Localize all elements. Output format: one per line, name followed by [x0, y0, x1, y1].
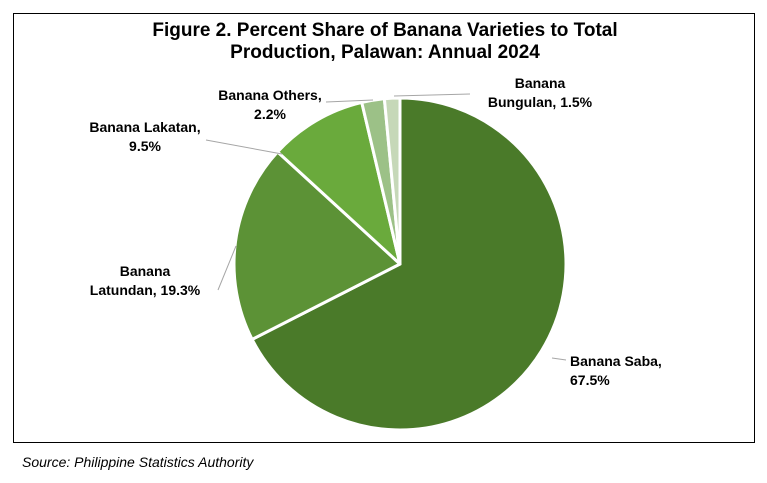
- pie-slice: [250, 96, 568, 432]
- leader-line: [205, 139, 283, 155]
- source-note: Source: Philippine Statistics Authority: [22, 454, 254, 470]
- slice-label-line: Banana: [515, 75, 566, 91]
- slice-label-line: 67.5%: [570, 372, 610, 388]
- chart-title-line-1: Figure 2. Percent Share of Banana Variet…: [152, 20, 618, 41]
- pie-slice: [276, 100, 402, 266]
- slice-label: Banana Others, 2.2%: [218, 87, 321, 122]
- pie-slice: [382, 96, 402, 266]
- slice-label-line: Banana Lakatan,: [89, 119, 200, 135]
- slice-label-line: Banana Saba,: [570, 353, 662, 369]
- slice-label-line: Banana: [120, 263, 171, 279]
- chart-title: Figure 2. Percent Share of Banana Variet…: [14, 20, 756, 64]
- leader-line: [393, 93, 471, 97]
- leader-line: [325, 99, 374, 103]
- leader-lines: [205, 93, 567, 361]
- slice-label-line: 2.2%: [254, 106, 286, 122]
- slice-label: Banana Lakatan, 9.5%: [89, 119, 200, 154]
- slice-label: Banana Saba, 67.5%: [570, 353, 662, 388]
- slice-label-line: Latundan, 19.3%: [90, 282, 201, 298]
- slice-labels: Banana Saba, 67.5%Banana Latundan, 19.3%Ba…: [89, 75, 661, 388]
- leader-line: [217, 245, 237, 291]
- slice-label: Banana Bungulan, 1.5%: [488, 75, 593, 110]
- leader-line: [551, 357, 567, 361]
- slice-label-line: 9.5%: [129, 138, 161, 154]
- slice-label-line: Bungulan, 1.5%: [488, 94, 593, 110]
- slice-label: Banana Latundan, 19.3%: [90, 263, 201, 298]
- pie-slices: [232, 96, 568, 432]
- pie-slice: [232, 150, 402, 341]
- slice-label-line: Banana Others,: [218, 87, 321, 103]
- chart-title-line-2: Production, Palawan: Annual 2024: [230, 42, 540, 63]
